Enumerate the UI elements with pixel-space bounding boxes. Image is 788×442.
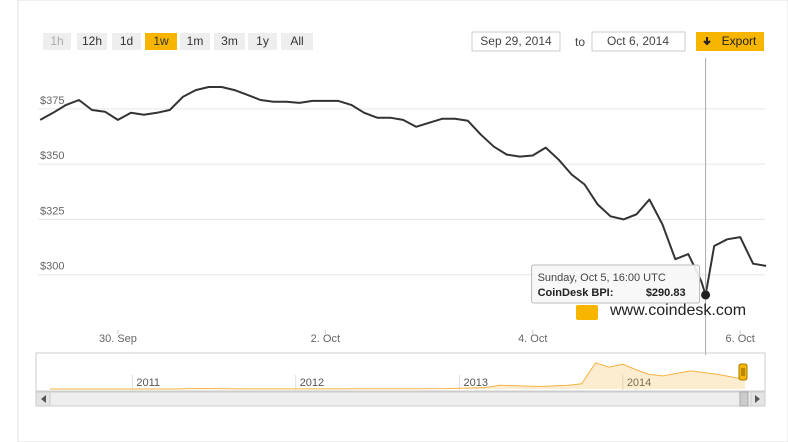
watermark: www.coindesk.com — [609, 302, 746, 319]
to-date: Oct 6, 2014 — [607, 34, 669, 48]
tooltip-date: Sunday, Oct 5, 16:00 UTC — [538, 272, 666, 284]
navigator-frame — [35, 352, 766, 392]
x-tick-label: 2. Oct — [311, 333, 340, 345]
x-tick-label: 4. Oct — [518, 333, 547, 345]
tooltip-box — [531, 264, 701, 304]
navigator-tick-label: 2013 — [463, 377, 487, 389]
controls: Sep 29, 2014 to Oct 6, 2014 Export — [471, 31, 764, 52]
scrollbar-thumb — [739, 391, 749, 407]
tooltip-series: CoinDesk BPI: — [538, 287, 614, 299]
navigator-area — [50, 362, 745, 389]
export-button[interactable] — [696, 32, 764, 51]
arrow-left — [41, 395, 46, 403]
x-tick-label: 30. Sep — [99, 333, 137, 345]
from-input[interactable] — [471, 31, 561, 52]
range-label: 1w — [153, 34, 169, 48]
range-label: 12h — [82, 34, 102, 48]
range-label: 1y — [256, 34, 269, 48]
range-button[interactable] — [281, 33, 313, 50]
navigator-tick-label: 2014 — [627, 377, 651, 389]
tooltip-point — [701, 290, 711, 300]
arrow-right — [755, 395, 760, 403]
range-button[interactable] — [112, 33, 141, 50]
y-tick-label: $300 — [40, 261, 64, 273]
range-button[interactable] — [214, 33, 245, 50]
range-label: All — [290, 34, 303, 48]
tooltip-value: $290.83 — [646, 287, 686, 299]
to-label: to — [575, 35, 585, 49]
scrollbar-track — [35, 391, 766, 407]
range-button[interactable] — [145, 33, 177, 50]
range-button[interactable] — [180, 33, 210, 50]
navigator-tick-label: 2011 — [136, 377, 160, 389]
x-tick-label: 6. Oct — [725, 333, 754, 345]
logo-icon — [576, 305, 598, 320]
export-icon — [703, 37, 711, 46]
range-button[interactable] — [43, 33, 71, 50]
y-tick-label: $325 — [40, 205, 64, 217]
navigator-line — [50, 362, 746, 390]
navigator-tick-label: 2012 — [300, 377, 324, 389]
range-label: 1m — [187, 34, 204, 48]
y-tick-label: $350 — [40, 150, 64, 162]
range-button[interactable] — [248, 33, 277, 50]
from-date: Sep 29, 2014 — [480, 34, 552, 48]
y-tick-label: $375 — [40, 95, 64, 107]
range-button[interactable] — [77, 33, 107, 50]
price-line — [39, 86, 767, 296]
export-label: Export — [722, 34, 757, 48]
navigator-handle — [738, 363, 748, 381]
to-input[interactable] — [591, 31, 686, 52]
range-label: 1h — [50, 34, 63, 48]
range-label: 1d — [120, 34, 133, 48]
range-label: 3m — [221, 34, 238, 48]
